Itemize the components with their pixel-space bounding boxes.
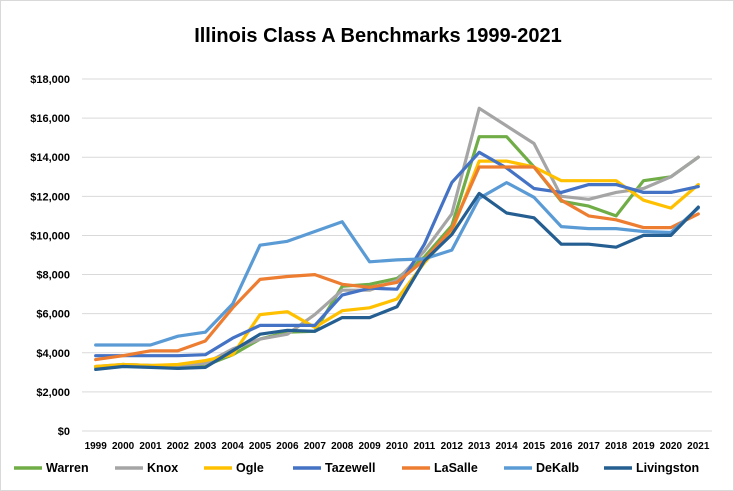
x-tick-label: 2001 bbox=[139, 441, 162, 452]
y-tick-label: $2,000 bbox=[36, 387, 70, 399]
x-tick-label: 2019 bbox=[632, 441, 655, 452]
x-tick-label: 2013 bbox=[468, 441, 491, 452]
series-line-dekalb bbox=[94, 181, 700, 347]
x-tick-label: 2020 bbox=[660, 441, 683, 452]
legend-label: Warren bbox=[46, 461, 89, 475]
x-tick-label: 2014 bbox=[495, 441, 518, 452]
x-tick-label: 2010 bbox=[386, 441, 409, 452]
legend-label: LaSalle bbox=[434, 461, 478, 475]
x-tick-label: 2012 bbox=[441, 441, 464, 452]
y-tick-label: $16,000 bbox=[30, 113, 70, 125]
x-tick-label: 2018 bbox=[605, 441, 628, 452]
y-tick-label: $18,000 bbox=[30, 74, 70, 86]
x-tick-label: 2000 bbox=[112, 441, 135, 452]
series-line-warren bbox=[94, 135, 700, 369]
x-tick-label: 2007 bbox=[304, 441, 327, 452]
series-line-knox bbox=[94, 106, 700, 369]
series-lines bbox=[94, 106, 700, 371]
series-line-livingston bbox=[94, 191, 700, 371]
x-tick-label: 2004 bbox=[222, 441, 245, 452]
x-tick-label: 2008 bbox=[331, 441, 354, 452]
series-line-lasalle bbox=[94, 165, 700, 362]
legend-label: DeKalb bbox=[536, 461, 579, 475]
x-tick-label: 2016 bbox=[550, 441, 573, 452]
x-tick-label: 2009 bbox=[358, 441, 381, 452]
x-tick-label: 2021 bbox=[687, 441, 710, 452]
x-tick-label: 2005 bbox=[249, 441, 272, 452]
y-tick-label: $14,000 bbox=[30, 152, 70, 164]
x-tick-label: 2002 bbox=[167, 441, 190, 452]
x-tick-label: 2011 bbox=[414, 441, 436, 452]
y-tick-label: $8,000 bbox=[36, 270, 70, 282]
series-line-tazewell bbox=[94, 150, 700, 358]
x-axis-ticks: 1999 2000 2001 2002 2003 2004 2005 2006 2007 2008… bbox=[85, 441, 710, 452]
y-tick-label: $0 bbox=[58, 426, 70, 438]
x-tick-label: 2003 bbox=[194, 441, 217, 452]
x-tick-label: 2006 bbox=[276, 441, 299, 452]
grid-lines bbox=[82, 78, 712, 432]
legend-label: Knox bbox=[147, 461, 178, 475]
x-tick-label: 2015 bbox=[523, 441, 546, 452]
y-tick-label: $4,000 bbox=[36, 348, 70, 360]
y-tick-label: $6,000 bbox=[36, 309, 70, 321]
y-axis-ticks: $0 $2,000 $4,000 $6,000 $8,000 $10,000 $12,000… bbox=[30, 74, 70, 438]
x-tick-label: 1999 bbox=[85, 441, 108, 452]
legend: Warren Knox Ogle Tazewell LaSalle DeKalb Livin… bbox=[14, 461, 699, 475]
x-tick-label: 2017 bbox=[578, 441, 601, 452]
y-tick-label: $10,000 bbox=[30, 230, 70, 242]
chart-title: Illinois Class A Benchmarks 1999-2021 bbox=[194, 25, 562, 47]
series-line-ogle bbox=[94, 159, 700, 369]
y-tick-label: $12,000 bbox=[30, 191, 70, 203]
legend-label: Tazewell bbox=[325, 461, 375, 475]
legend-label: Ogle bbox=[236, 461, 264, 475]
legend-label: Livingston bbox=[636, 461, 699, 475]
